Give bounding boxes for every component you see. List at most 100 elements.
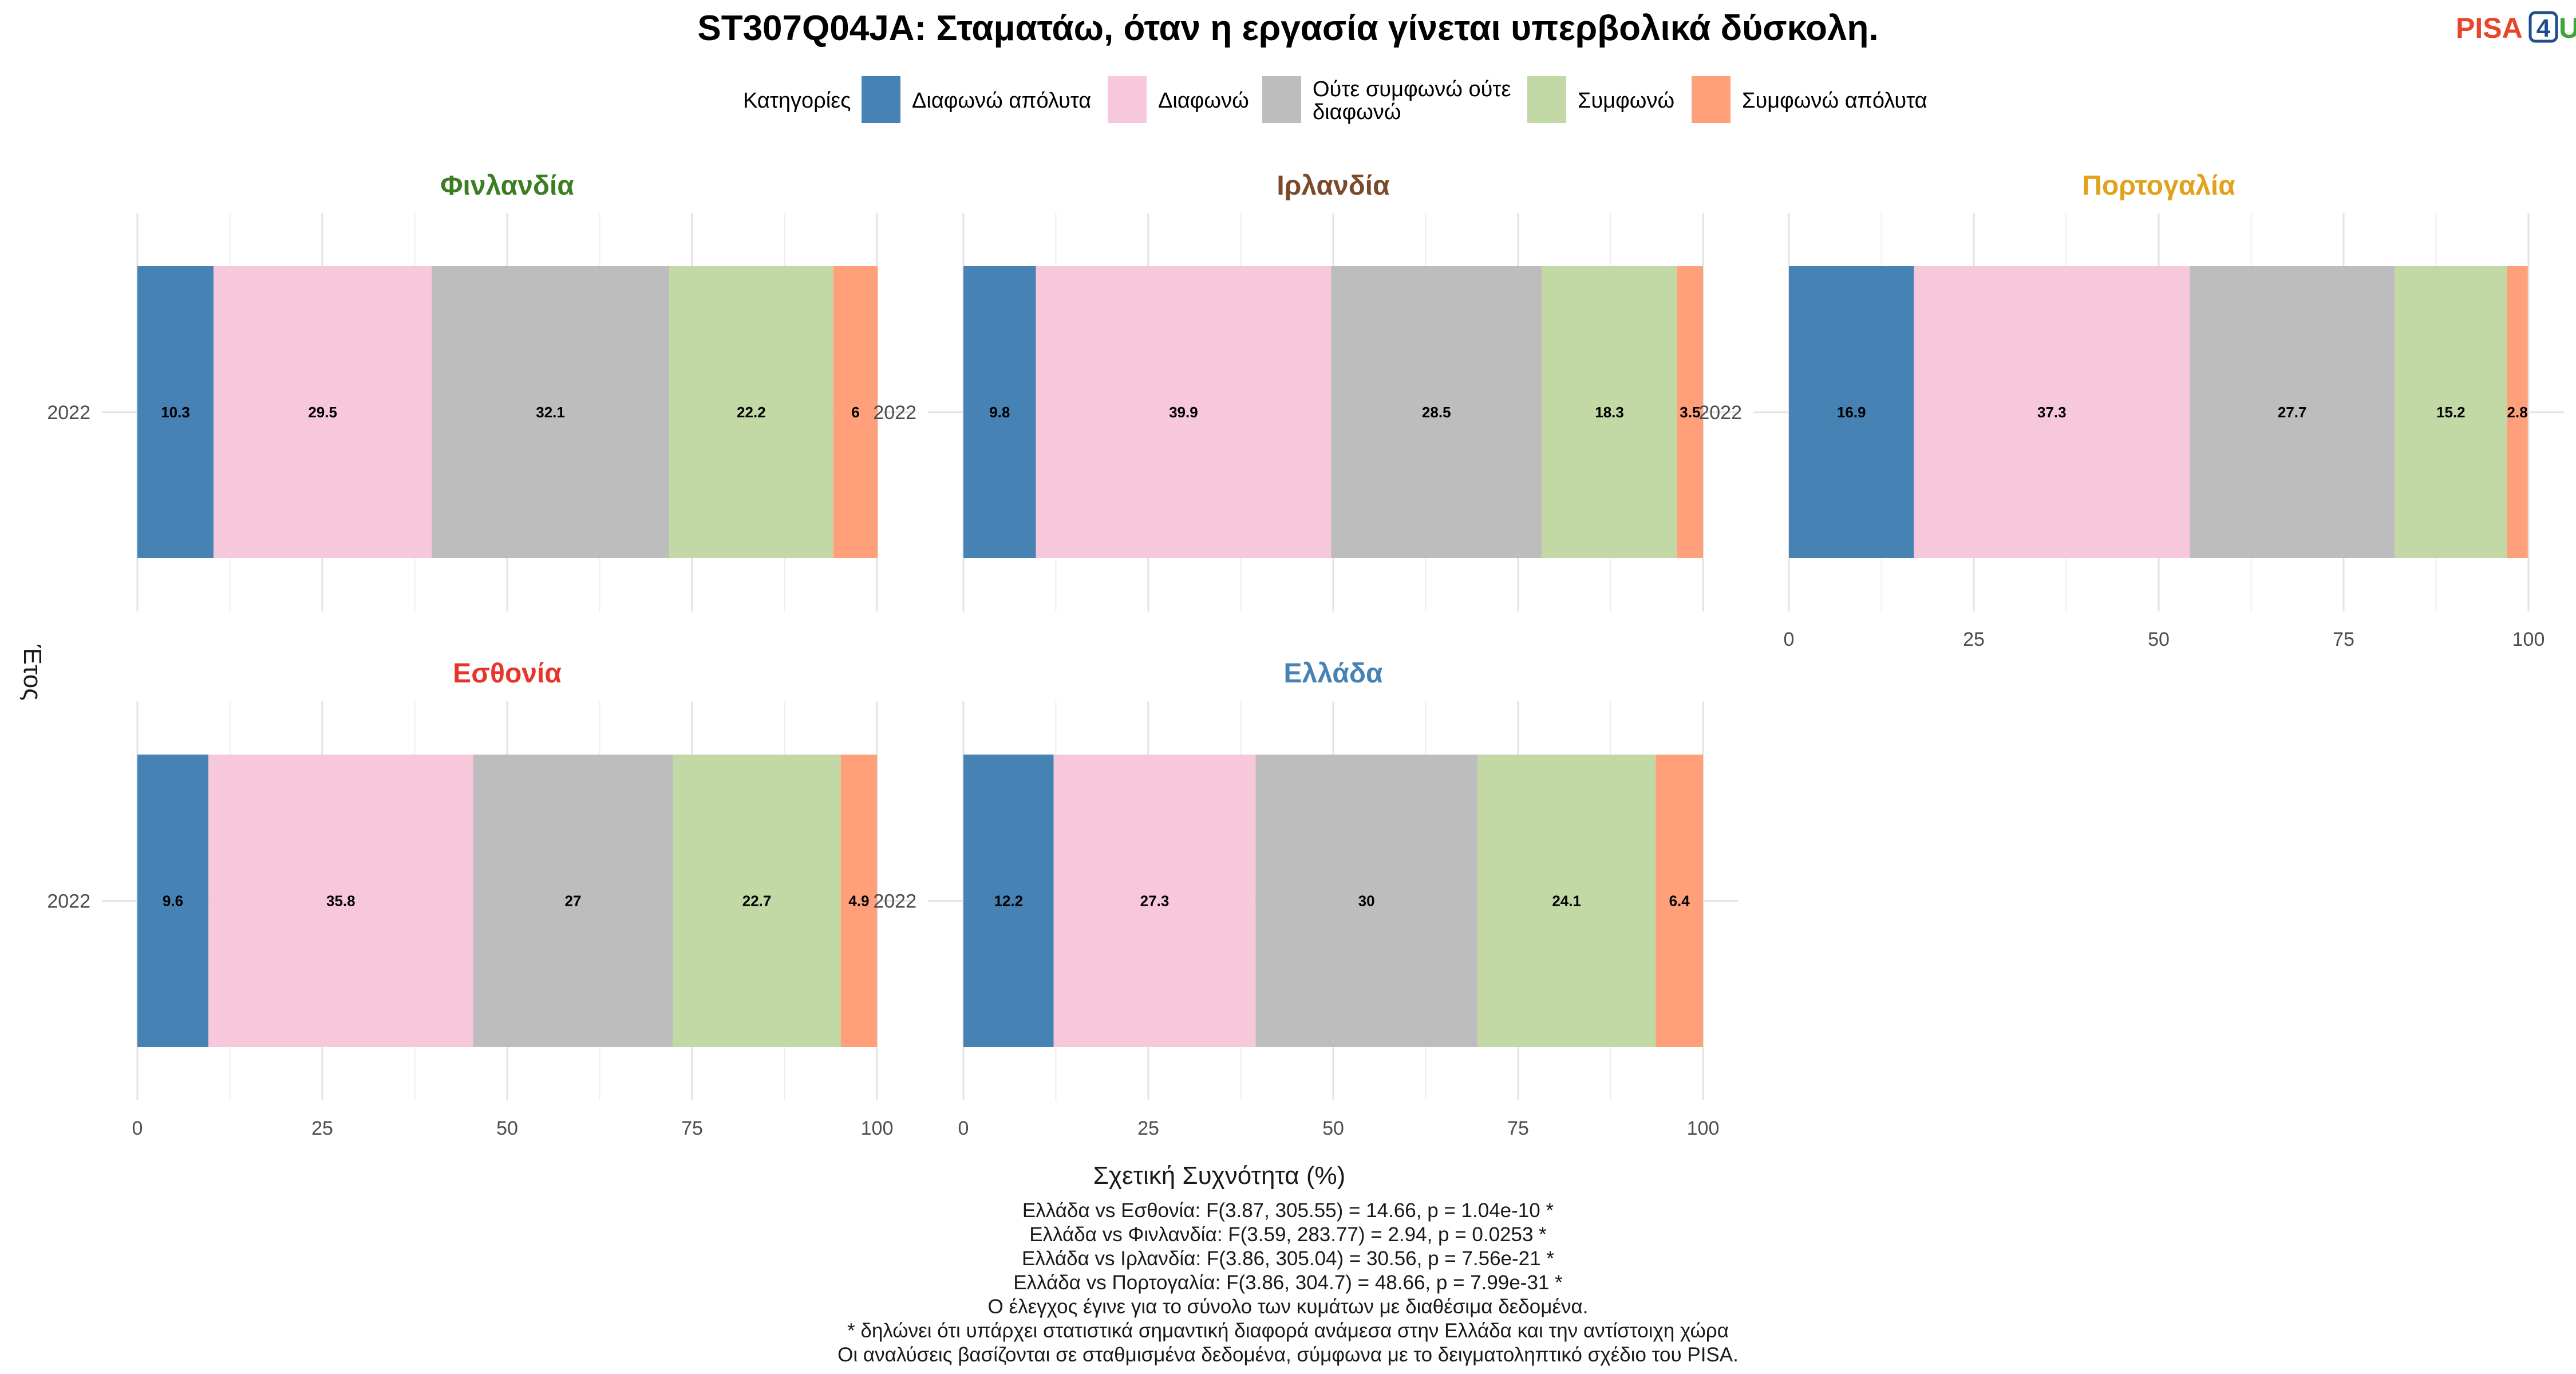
bar-segment bbox=[963, 755, 1054, 1047]
pisa4u-logo: PISA 4 U bbox=[2456, 11, 2576, 44]
legend-label: Συμφωνώ bbox=[1578, 89, 1674, 113]
panel-title: Ελλάδα bbox=[1284, 658, 1383, 689]
y-tick-label: 2022 bbox=[873, 891, 916, 913]
bar-value-label: 27.3 bbox=[1140, 893, 1170, 910]
bar-value-label: 10.3 bbox=[161, 404, 190, 421]
x-tick-label: 0 bbox=[1784, 629, 1795, 650]
bar-value-label: 30 bbox=[1358, 893, 1375, 910]
bar-value-label: 6 bbox=[851, 404, 859, 421]
bar-segment bbox=[963, 266, 1036, 558]
y-tick-label: 2022 bbox=[873, 402, 916, 424]
bar-segment bbox=[1656, 755, 1703, 1047]
y-axis-title: Έτος bbox=[18, 645, 46, 701]
bar-segment bbox=[473, 755, 673, 1047]
x-tick-label: 100 bbox=[2512, 629, 2545, 650]
bar-segment bbox=[1255, 755, 1477, 1047]
bar-value-label: 12.2 bbox=[994, 893, 1024, 910]
legend-swatch bbox=[1692, 76, 1730, 123]
bar-value-label: 16.9 bbox=[1837, 404, 1866, 421]
bar-value-label: 27.7 bbox=[2278, 404, 2307, 421]
bar-segment bbox=[1053, 755, 1256, 1047]
bar-value-label: 18.3 bbox=[1595, 404, 1624, 421]
caption-line: Οι αναλύσεις βασίζονται σε σταθμισμένα δ… bbox=[837, 1344, 1739, 1366]
bar-value-label: 35.8 bbox=[326, 893, 355, 910]
x-tick-label: 25 bbox=[1137, 1118, 1159, 1139]
chart-title: ST307Q04JA: Σταματάω, όταν η εργασία γίν… bbox=[697, 9, 1878, 48]
bar-value-label: 32.1 bbox=[536, 404, 565, 421]
facet-panel: Ελλάδα 2022 12.2 27.3 30 24.1 6.4 0 25 50 75 100 bbox=[873, 658, 1739, 1139]
panel-title: Ιρλανδία bbox=[1277, 171, 1390, 201]
panel-title: Εσθονία bbox=[453, 658, 562, 689]
bar-segment bbox=[1331, 266, 1542, 558]
bar-segment bbox=[2395, 266, 2507, 558]
x-tick-label: 50 bbox=[2148, 629, 2170, 650]
bar-segment bbox=[432, 266, 669, 558]
bar-value-label: 28.5 bbox=[1422, 404, 1451, 421]
logo-pisa-text: PISA bbox=[2456, 12, 2523, 44]
legend-label: Ούτε συμφωνώ ούτε bbox=[1313, 77, 1511, 101]
bar-segment bbox=[833, 266, 878, 558]
bar-segment bbox=[1542, 266, 1677, 558]
bar-segment bbox=[840, 755, 877, 1047]
bar-segment bbox=[1677, 266, 1703, 558]
bar-value-label: 22.2 bbox=[737, 404, 766, 421]
legend-swatch bbox=[1108, 76, 1147, 123]
facet-panels: Φινλανδία 2022 10.3 29.5 32.1 22.2 6 Ιρλανδία 20… bbox=[47, 171, 2564, 1139]
caption-line: Ελλάδα vs Πορτογαλία: F(3.86, 304.7) = 4… bbox=[1013, 1272, 1563, 1294]
bar-segment bbox=[669, 266, 833, 558]
bar-segment bbox=[1036, 266, 1332, 558]
facet-panel: Εσθονία 2022 9.6 35.8 27 22.7 4.9 0 25 50 75 100 bbox=[47, 658, 912, 1139]
bar-value-label: 9.6 bbox=[163, 893, 183, 910]
bar-segment bbox=[137, 755, 209, 1047]
legend-title: Κατηγορίες bbox=[743, 89, 851, 113]
caption: Ελλάδα vs Εσθονία: F(3.87, 305.55) = 14.… bbox=[837, 1199, 1739, 1366]
bar-segment bbox=[1477, 755, 1656, 1047]
logo-u-text: U bbox=[2559, 12, 2576, 44]
logo-four-text: 4 bbox=[2537, 14, 2551, 42]
legend-label: Διαφωνώ bbox=[1158, 89, 1249, 113]
legend-label: Διαφωνώ απόλυτα bbox=[912, 89, 1091, 113]
panel-title: Πορτογαλία bbox=[2082, 171, 2235, 201]
legend-label: διαφωνώ bbox=[1313, 100, 1401, 124]
bar-value-label: 6.4 bbox=[1669, 893, 1690, 910]
caption-line: Ελλάδα vs Εσθονία: F(3.87, 305.55) = 14.… bbox=[1022, 1199, 1554, 1222]
bar-value-label: 37.3 bbox=[2037, 404, 2067, 421]
bar-value-label: 27 bbox=[565, 893, 582, 910]
bar-segment bbox=[2190, 266, 2395, 558]
x-tick-label: 25 bbox=[311, 1118, 333, 1139]
logo-badge bbox=[2528, 11, 2558, 43]
legend-swatch bbox=[1527, 76, 1566, 123]
facet-panel: Ιρλανδία 2022 9.8 39.9 28.5 18.3 3.5 bbox=[873, 171, 1739, 611]
legend: Κατηγορίες Διαφωνώ απόλυτα Διαφωνώ Ούτε συ… bbox=[743, 76, 1927, 124]
bar-value-label: 15.2 bbox=[2436, 404, 2466, 421]
x-tick-label: 25 bbox=[1963, 629, 1985, 650]
caption-line: Ο έλεγχος έγινε για το σύνολο των κυμάτω… bbox=[988, 1296, 1589, 1318]
x-tick-label: 100 bbox=[861, 1118, 894, 1139]
x-tick-label: 100 bbox=[1687, 1118, 1720, 1139]
legend-label: Συμφωνώ απόλυτα bbox=[1742, 89, 1927, 113]
bar-segment bbox=[1914, 266, 2190, 558]
x-tick-label: 75 bbox=[1507, 1118, 1529, 1139]
y-tick-label: 2022 bbox=[1698, 402, 1742, 424]
facet-panel: Πορτογαλία 2022 16.9 37.3 27.7 15.2 2.8 0 25 50 75… bbox=[1698, 171, 2564, 650]
facet-panel: Φινλανδία 2022 10.3 29.5 32.1 22.2 6 bbox=[47, 171, 912, 611]
bar-value-label: 22.7 bbox=[742, 893, 772, 910]
legend-swatch bbox=[1262, 76, 1301, 123]
legend-swatch bbox=[862, 76, 900, 123]
caption-line: Ελλάδα vs Φινλανδία: F(3.59, 283.77) = 2… bbox=[1029, 1223, 1547, 1246]
bar-value-label: 2.8 bbox=[2507, 404, 2528, 421]
bar-segment bbox=[214, 266, 432, 558]
caption-line: Ελλάδα vs Ιρλανδία: F(3.86, 305.04) = 30… bbox=[1022, 1247, 1554, 1270]
bar-value-label: 29.5 bbox=[308, 404, 337, 421]
caption-line: * δηλώνει ότι υπάρχει στατιστικά σημαντι… bbox=[847, 1320, 1729, 1342]
bar-segment bbox=[1789, 266, 1914, 558]
panel-title: Φινλανδία bbox=[440, 171, 574, 201]
bar-value-label: 4.9 bbox=[848, 893, 869, 910]
y-tick-label: 2022 bbox=[47, 891, 90, 913]
bar-segment bbox=[2507, 266, 2528, 558]
x-tick-label: 0 bbox=[958, 1118, 969, 1139]
y-tick-label: 2022 bbox=[47, 402, 90, 424]
bar-value-label: 24.1 bbox=[1552, 893, 1581, 910]
x-tick-label: 75 bbox=[681, 1118, 703, 1139]
